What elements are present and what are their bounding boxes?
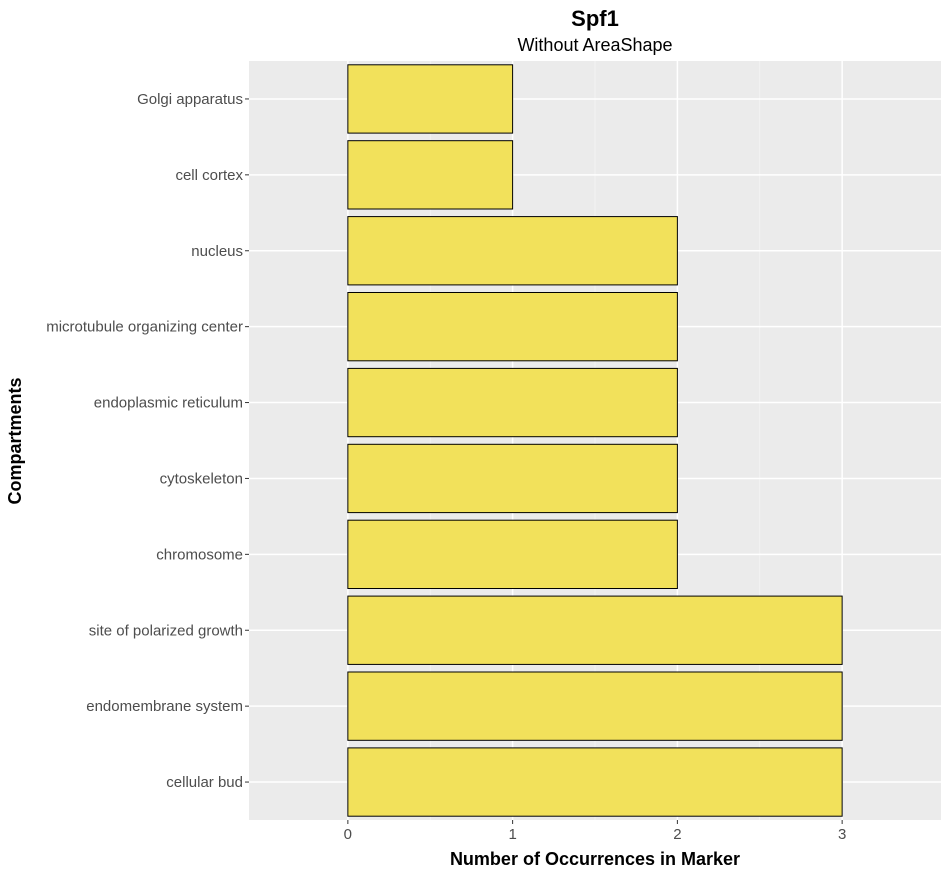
bars [347,64,843,817]
y-tick-label: nucleus [191,243,243,260]
x-tick-label: 3 [838,826,846,843]
y-tick-label: Golgi apparatus [137,91,243,108]
y-tick-label: site of polarized growth [89,622,243,639]
bar [347,671,843,741]
y-tick-label: chromosome [156,546,243,563]
x-tick-label: 0 [344,826,352,843]
bar [347,595,843,665]
x-axis: 0 1 2 3 [344,820,846,843]
y-tick-label: cell cortex [175,167,243,184]
y-axis: Golgi apparatus cell cortex nucleus microtu… [46,91,249,791]
y-tick-label: microtubule organizing center [46,319,243,336]
bar [347,747,843,817]
bar [347,519,678,590]
y-tick-label: endomembrane system [86,698,243,715]
bar [347,367,678,438]
chart-subtitle: Without AreaShape [517,35,672,55]
x-tick-label: 1 [508,826,516,843]
y-tick-label: cellular bud [166,774,243,791]
x-axis-title: Number of Occurrences in Marker [450,849,740,869]
bar [347,291,678,362]
y-tick-label: cytoskeleton [160,470,243,487]
y-axis-title: Compartments [5,377,25,504]
bar [347,64,514,134]
bar [347,140,514,210]
y-tick-label: endoplasmic reticulum [94,395,243,412]
bar [347,443,678,514]
chart-title: Spf1 [571,6,619,31]
bar [347,216,678,286]
x-tick-label: 2 [673,826,681,843]
